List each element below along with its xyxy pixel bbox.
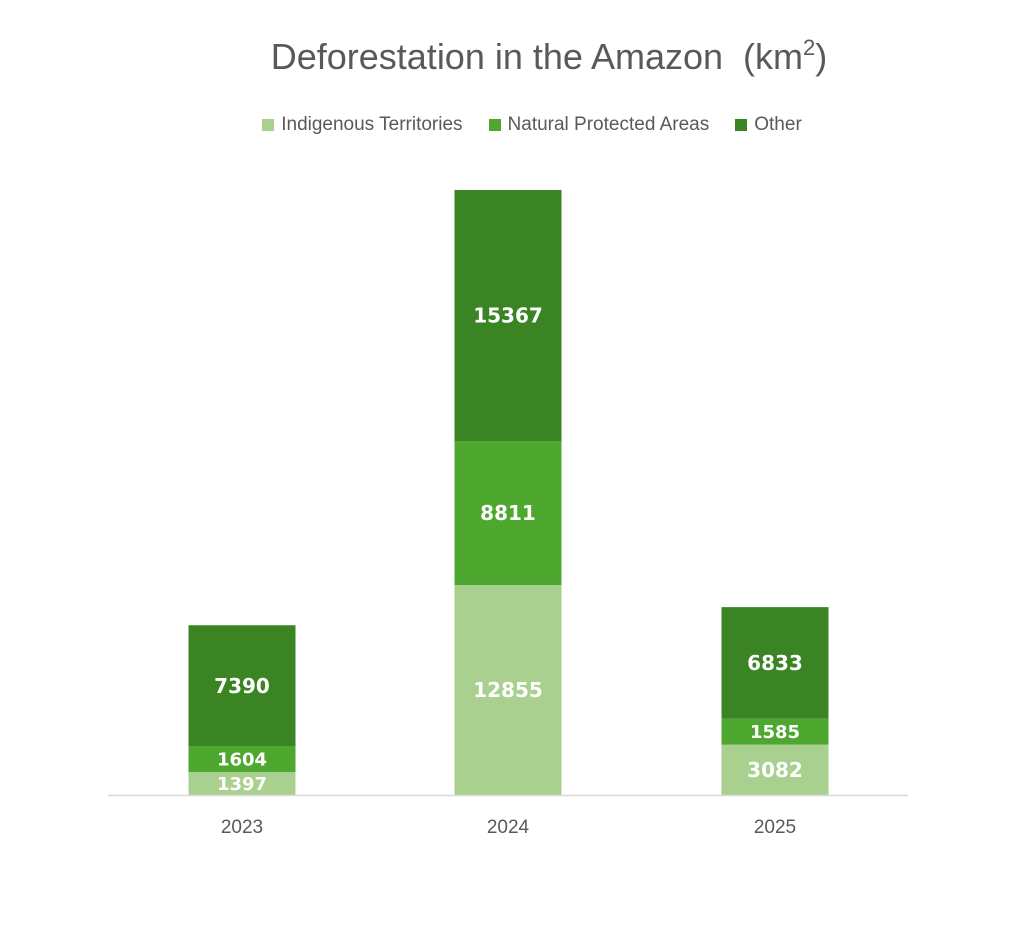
legend-label-natural-protected-areas: Natural Protected Areas <box>507 114 710 135</box>
chart-title-unit-close: ) <box>815 36 828 77</box>
data-label-2025-other: 6833 <box>747 651 803 675</box>
chart-title-unit: (km <box>743 36 804 77</box>
bar-segment-2024-indigenous-territories[interactable] <box>454 584 562 795</box>
legend-swatch-indigenous-territories <box>262 119 275 131</box>
legend-swatch-other <box>735 119 748 131</box>
legend-item-other[interactable]: Other <box>735 114 802 136</box>
legend-label-indigenous-territories: Indigenous Territories <box>281 114 463 135</box>
data-label-2023-indigenous-territories: 1397 <box>217 774 267 795</box>
bar-segment-2025-indigenous-territories[interactable] <box>721 744 829 795</box>
chart-legend: Indigenous Territories Natural Protected… <box>0 114 1024 136</box>
chart-title-text: Deforestation in the Amazon <box>270 36 724 77</box>
data-label-2023-natural-protected-areas: 1604 <box>217 750 267 771</box>
bar-segment-2023-natural-protected-areas[interactable] <box>188 745 296 773</box>
legend-item-indigenous-territories[interactable]: Indigenous Territories <box>262 114 463 136</box>
bar-segment-2025-natural-protected-areas[interactable] <box>721 718 829 745</box>
data-label-2024-indigenous-territories: 12855 <box>473 678 543 702</box>
chart-title: Deforestation in the Amazon (km2) <box>0 36 1024 78</box>
x-tick-label-2023: 2023 <box>221 817 263 838</box>
legend-swatch-natural-protected-areas <box>488 119 501 131</box>
bar-segment-2024-natural-protected-areas[interactable] <box>454 441 562 585</box>
data-label-2024-natural-protected-areas: 8811 <box>480 501 536 525</box>
data-label-2025-natural-protected-areas: 1585 <box>750 722 800 743</box>
bar-segment-2024-other[interactable] <box>454 190 562 442</box>
bar-segment-2023-other[interactable] <box>188 625 296 746</box>
data-label-2025-indigenous-territories: 3082 <box>747 758 803 782</box>
legend-label-other: Other <box>754 114 802 135</box>
legend-item-natural-protected-areas[interactable]: Natural Protected Areas <box>488 114 710 136</box>
chart-title-unit-superscript: 2 <box>803 35 816 60</box>
data-label-2024-other: 15367 <box>473 304 543 328</box>
bar-segment-2025-other[interactable] <box>721 607 829 719</box>
bar-segment-2023-indigenous-territories[interactable] <box>188 772 296 795</box>
data-label-2023-other: 7390 <box>214 674 270 698</box>
x-tick-label-2024: 2024 <box>487 817 530 838</box>
x-tick-label-2025: 2025 <box>754 817 796 838</box>
